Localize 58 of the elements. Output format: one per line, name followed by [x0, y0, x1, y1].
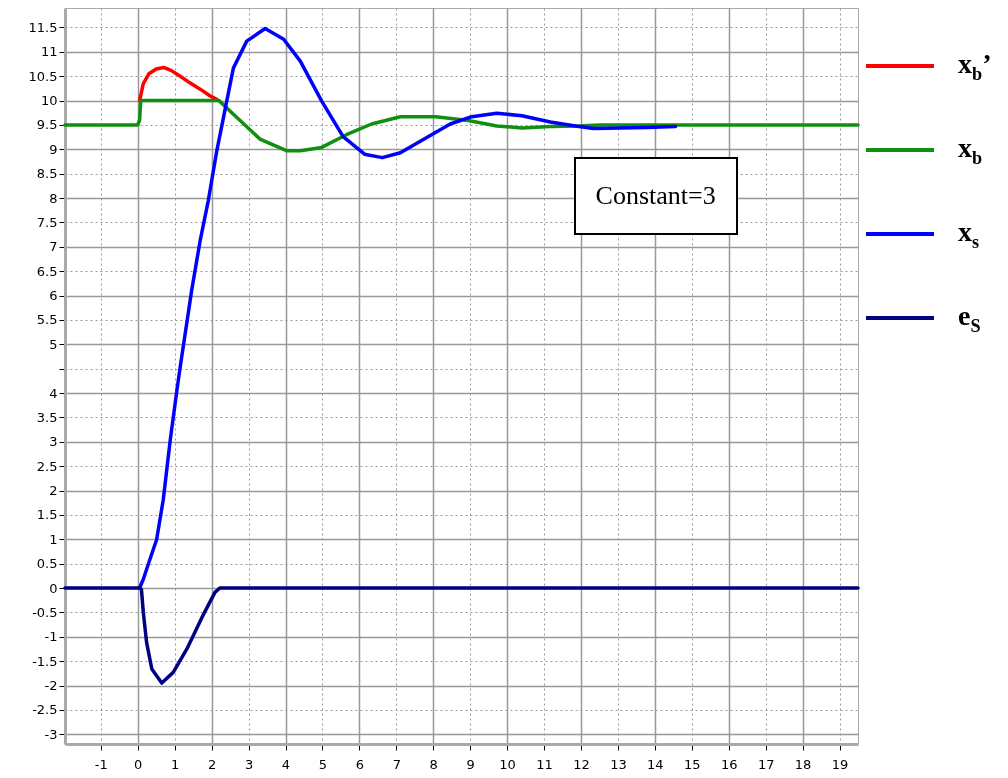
x-tick-label: 9 [466, 756, 475, 772]
y-tick-label: -1.5 [32, 653, 58, 669]
y-tick-label: -2.5 [32, 702, 58, 718]
y-tick-label: 7 [49, 239, 58, 255]
y-tick-label: 7.5 [36, 214, 58, 230]
legend-label: x$_{b}$’ [958, 48, 992, 85]
y-tick-label: -2 [44, 678, 58, 694]
x-tick-label: 17 [757, 756, 775, 772]
x-tick-label: 14 [647, 756, 664, 772]
y-tick-label: 0 [49, 580, 58, 596]
x-tick-label: 3 [244, 756, 254, 772]
x-tick-label: 10 [499, 756, 516, 772]
y-tick-label: 2.5 [36, 458, 58, 474]
x-tick-label: 11 [536, 756, 553, 772]
annotation: Constant=3 [573, 156, 738, 235]
y-tick-label: 9 [49, 141, 58, 157]
x-tick-label: 4 [281, 756, 291, 772]
y-tick-label: 10.5 [28, 68, 58, 84]
y-tick-label: 4 [49, 385, 58, 401]
line-series [63, 586, 860, 685]
y-tick-label: -3 [44, 726, 58, 742]
line-series [137, 65, 219, 103]
y-tick-label: 11.5 [28, 20, 58, 35]
y-tick-label: 8.5 [36, 166, 58, 182]
x-tick-label: 7 [392, 756, 401, 772]
legend-label: x$_{b}$ [958, 132, 983, 169]
y-tick-label: 3 [49, 434, 58, 450]
y-tick-label: 6.5 [36, 263, 58, 279]
y-tick-label: 5 [49, 336, 58, 352]
y-tick-label: 10 [40, 93, 58, 109]
line-series [63, 98, 860, 153]
x-tick-label: 6 [355, 756, 365, 772]
x-tick-label: 13 [610, 756, 627, 772]
x-tick-label: 15 [684, 756, 701, 772]
y-tick-label: 6 [49, 288, 58, 304]
legend-label: x$_{s}$ [958, 216, 980, 253]
x-tick-label: 18 [794, 756, 812, 772]
y-tick-label: 9.5 [36, 117, 58, 133]
x-tick-label: 8 [429, 756, 438, 772]
y-tick-label: 0.5 [36, 556, 58, 572]
y-tick-label: 1 [49, 531, 58, 547]
y-tick-label: -1 [44, 629, 58, 645]
x-tick-label: 12 [573, 756, 590, 772]
x-tick-label: 5 [318, 756, 328, 772]
legend-label: e$_{S}$ [958, 300, 981, 337]
x-tick-label: 16 [720, 756, 738, 772]
y-tick-label: 3.5 [36, 409, 58, 425]
y-tick-label: -0.5 [32, 604, 58, 620]
y-tick-label: 2 [49, 483, 58, 499]
x-tick-label: 19 [831, 756, 849, 772]
y-tick-label: 1.5 [36, 507, 58, 523]
y-tick-label: 5.5 [36, 312, 58, 328]
x-tick-label: 1 [171, 756, 180, 772]
y-tick-label: 11 [40, 44, 58, 60]
x-tick-label: -1 [94, 756, 108, 772]
y-tick-label: 8 [49, 190, 58, 206]
x-tick-label: 2 [207, 756, 217, 772]
x-tick-label: 0 [134, 756, 143, 772]
